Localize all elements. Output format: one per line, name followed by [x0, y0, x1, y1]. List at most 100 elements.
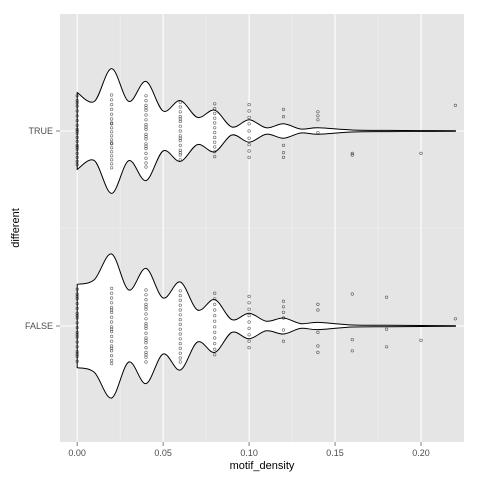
data-point — [281, 299, 286, 303]
data-point — [247, 115, 251, 119]
data-point — [109, 315, 114, 319]
data-point — [385, 327, 389, 331]
data-point — [109, 301, 114, 305]
data-point — [178, 294, 182, 298]
data-point — [109, 93, 114, 97]
data-point — [109, 166, 114, 170]
data-point — [213, 342, 217, 346]
data-point — [75, 352, 79, 356]
x-tick-label: 0.10 — [240, 448, 258, 458]
data-point — [109, 150, 114, 154]
data-point — [281, 316, 286, 320]
data-point — [213, 325, 217, 329]
data-point — [281, 305, 286, 309]
data-point — [178, 318, 182, 322]
data-point — [213, 297, 217, 301]
data-point — [109, 158, 114, 162]
data-point — [316, 350, 320, 355]
data-point — [281, 310, 286, 315]
data-point — [75, 114, 79, 118]
data-point — [144, 118, 148, 122]
data-point — [109, 334, 114, 339]
data-point — [144, 331, 148, 335]
data-point — [75, 333, 79, 337]
data-point — [75, 143, 79, 147]
data-point — [178, 298, 182, 303]
data-point — [144, 353, 148, 357]
data-point — [109, 138, 114, 142]
data-point — [144, 360, 148, 364]
data-point — [109, 107, 114, 111]
data-point — [144, 312, 148, 316]
data-point — [213, 347, 217, 351]
data-point — [144, 135, 148, 139]
data-point — [350, 151, 354, 155]
data-point — [213, 330, 217, 335]
data-point — [144, 151, 148, 155]
data-point — [178, 136, 182, 140]
data-point — [247, 129, 251, 133]
data-point — [213, 308, 217, 312]
data-point — [213, 319, 217, 323]
data-point — [316, 114, 320, 118]
points-layer — [75, 93, 458, 366]
data-point — [178, 351, 182, 355]
data-point — [109, 117, 114, 121]
data-point — [178, 129, 182, 133]
data-point — [144, 298, 148, 302]
data-point — [144, 161, 148, 165]
data-point — [178, 158, 182, 162]
data-point — [213, 336, 217, 340]
data-point — [144, 94, 148, 98]
data-point — [75, 145, 79, 149]
data-point — [350, 338, 354, 342]
data-point — [178, 342, 182, 346]
data-point — [144, 293, 148, 297]
data-point — [247, 346, 251, 350]
data-point — [247, 294, 251, 299]
data-point — [350, 153, 354, 157]
data-point — [75, 326, 79, 330]
data-point — [213, 121, 217, 125]
data-point — [178, 308, 182, 312]
data-point — [178, 100, 182, 104]
x-tick-label: 0.05 — [154, 448, 172, 458]
data-point — [213, 126, 217, 130]
data-point — [178, 124, 182, 128]
data-point — [419, 338, 423, 343]
data-point — [75, 321, 79, 325]
data-point — [178, 337, 182, 341]
data-point — [75, 118, 79, 123]
data-point — [75, 151, 79, 155]
data-point — [281, 328, 286, 332]
data-point — [109, 146, 114, 150]
data-point — [247, 143, 251, 147]
data-point — [75, 129, 79, 133]
data-point — [213, 140, 217, 144]
data-point — [178, 105, 182, 109]
data-point — [213, 116, 217, 120]
data-point — [213, 353, 217, 357]
data-point — [75, 123, 79, 127]
data-point — [178, 332, 182, 336]
data-point — [281, 155, 286, 159]
data-point — [109, 141, 114, 145]
data-point — [75, 306, 79, 311]
data-point — [178, 289, 182, 293]
data-point — [247, 136, 251, 140]
data-point — [75, 94, 79, 98]
data-point — [281, 143, 286, 147]
data-point — [144, 144, 148, 148]
data-point — [213, 155, 217, 159]
data-point — [350, 292, 354, 296]
data-point — [453, 317, 458, 321]
data-point — [213, 145, 217, 149]
data-point — [281, 339, 286, 343]
data-point — [75, 127, 79, 131]
y-axis-title: different — [10, 208, 22, 248]
data-point — [109, 358, 114, 363]
data-point — [213, 150, 217, 154]
x-axis-title: motif_density — [230, 460, 295, 472]
